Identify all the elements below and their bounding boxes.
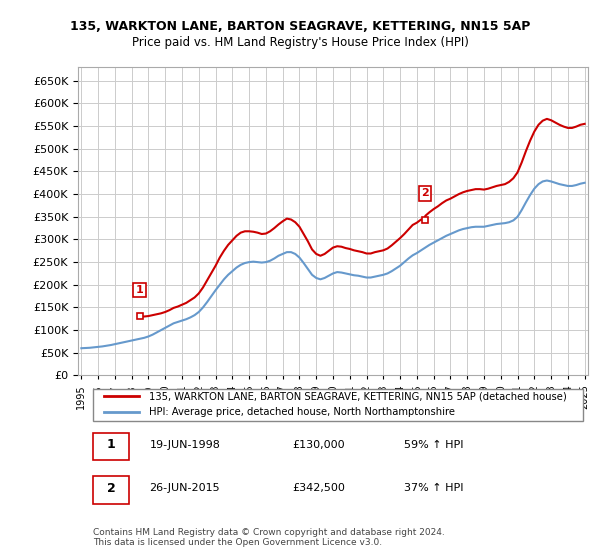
- Text: £130,000: £130,000: [292, 440, 345, 450]
- Text: HPI: Average price, detached house, North Northamptonshire: HPI: Average price, detached house, Nort…: [149, 407, 455, 417]
- FancyBboxPatch shape: [94, 476, 129, 504]
- Text: 19-JUN-1998: 19-JUN-1998: [149, 440, 220, 450]
- Text: 2: 2: [107, 482, 116, 494]
- Text: 2: 2: [421, 188, 429, 198]
- Text: 1: 1: [107, 438, 116, 451]
- Text: 26-JUN-2015: 26-JUN-2015: [149, 483, 220, 493]
- FancyBboxPatch shape: [94, 389, 583, 421]
- Text: 135, WARKTON LANE, BARTON SEAGRAVE, KETTERING, NN15 5AP: 135, WARKTON LANE, BARTON SEAGRAVE, KETT…: [70, 20, 530, 32]
- Text: 135, WARKTON LANE, BARTON SEAGRAVE, KETTERING, NN15 5AP (detached house): 135, WARKTON LANE, BARTON SEAGRAVE, KETT…: [149, 391, 567, 401]
- Text: £342,500: £342,500: [292, 483, 345, 493]
- Text: Price paid vs. HM Land Registry's House Price Index (HPI): Price paid vs. HM Land Registry's House …: [131, 36, 469, 49]
- Text: 37% ↑ HPI: 37% ↑ HPI: [404, 483, 464, 493]
- Text: 1: 1: [136, 284, 143, 295]
- Text: Contains HM Land Registry data © Crown copyright and database right 2024.
This d: Contains HM Land Registry data © Crown c…: [94, 528, 445, 547]
- FancyBboxPatch shape: [94, 433, 129, 460]
- Text: 59% ↑ HPI: 59% ↑ HPI: [404, 440, 464, 450]
